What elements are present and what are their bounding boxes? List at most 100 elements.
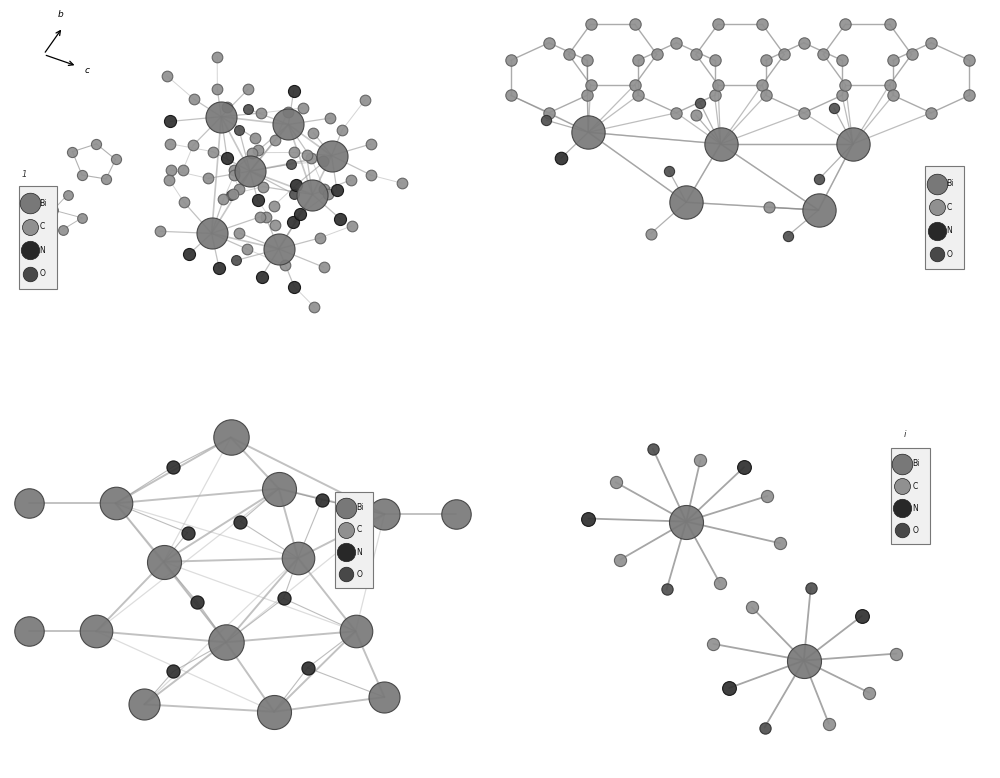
Point	[678, 196, 694, 209]
Point	[312, 232, 328, 244]
Point	[223, 189, 239, 202]
Point	[186, 93, 202, 105]
Point	[267, 133, 283, 145]
Point	[580, 126, 596, 138]
Text: b: b	[58, 10, 64, 19]
Point	[74, 169, 90, 181]
Point	[64, 145, 80, 158]
Point	[161, 173, 177, 186]
Point	[712, 576, 728, 589]
Point	[363, 138, 379, 150]
Point	[88, 138, 104, 150]
Point	[394, 177, 410, 189]
Point	[561, 48, 577, 61]
Point	[226, 169, 242, 181]
Point	[218, 636, 234, 649]
Point	[608, 476, 624, 489]
Point	[223, 431, 239, 443]
Point	[329, 184, 345, 196]
Point	[22, 220, 38, 233]
Point	[253, 107, 269, 119]
Text: N: N	[947, 226, 952, 235]
Text: 1: 1	[22, 170, 27, 179]
Point	[225, 187, 241, 200]
Point	[267, 219, 283, 231]
Point	[324, 149, 340, 162]
Point	[758, 89, 774, 102]
Point	[357, 93, 373, 106]
FancyBboxPatch shape	[891, 447, 930, 545]
Point	[306, 301, 322, 314]
Point	[736, 461, 752, 473]
Point	[649, 48, 665, 61]
Point	[659, 584, 675, 596]
Point	[761, 202, 777, 214]
Point	[314, 493, 330, 506]
Point	[583, 18, 599, 30]
Point	[303, 152, 319, 164]
Point	[22, 197, 38, 209]
Point	[929, 177, 945, 190]
Point	[244, 146, 260, 159]
Point	[271, 482, 287, 495]
Point	[315, 155, 331, 167]
Point	[108, 153, 124, 166]
Point	[283, 158, 299, 170]
Point	[376, 691, 392, 703]
Point	[627, 18, 643, 30]
Point	[292, 209, 308, 221]
Point	[285, 216, 301, 228]
Point	[796, 654, 812, 667]
Point	[98, 173, 114, 185]
Point	[579, 54, 595, 67]
Point	[710, 18, 726, 30]
Point	[780, 230, 796, 242]
Point	[343, 173, 359, 186]
Point	[159, 70, 175, 82]
Point	[21, 625, 37, 637]
Point	[803, 581, 819, 594]
Point	[712, 138, 728, 150]
Point	[322, 112, 338, 124]
Text: C: C	[39, 223, 45, 231]
Point	[280, 118, 296, 131]
Point	[286, 187, 302, 200]
Point	[837, 18, 853, 30]
Point	[612, 553, 628, 566]
Point	[776, 48, 792, 61]
Point	[678, 515, 694, 527]
Point	[688, 48, 704, 61]
Text: Bi: Bi	[947, 179, 954, 188]
Point	[266, 706, 282, 718]
Point	[211, 262, 227, 275]
Text: Bi: Bi	[39, 198, 47, 208]
Point	[754, 79, 770, 91]
Point	[754, 18, 770, 30]
Point	[320, 187, 336, 200]
Point	[541, 107, 557, 119]
Point	[376, 508, 392, 520]
Point	[276, 592, 292, 605]
Point	[180, 526, 196, 538]
Text: C: C	[947, 203, 952, 212]
Point	[176, 196, 192, 209]
Point	[692, 454, 708, 467]
Point	[630, 54, 646, 67]
Point	[707, 89, 723, 102]
Point	[250, 144, 266, 156]
Point	[338, 546, 354, 559]
Point	[175, 164, 191, 177]
FancyBboxPatch shape	[925, 166, 964, 269]
Point	[213, 110, 229, 123]
Point	[185, 139, 201, 152]
Point	[688, 109, 704, 121]
Point	[240, 83, 256, 96]
Point	[162, 115, 178, 128]
Point	[503, 54, 519, 67]
Point	[338, 524, 354, 536]
Point	[45, 204, 61, 216]
Point	[826, 102, 842, 114]
Point	[209, 83, 225, 96]
Point	[882, 18, 898, 30]
Point	[219, 152, 235, 164]
